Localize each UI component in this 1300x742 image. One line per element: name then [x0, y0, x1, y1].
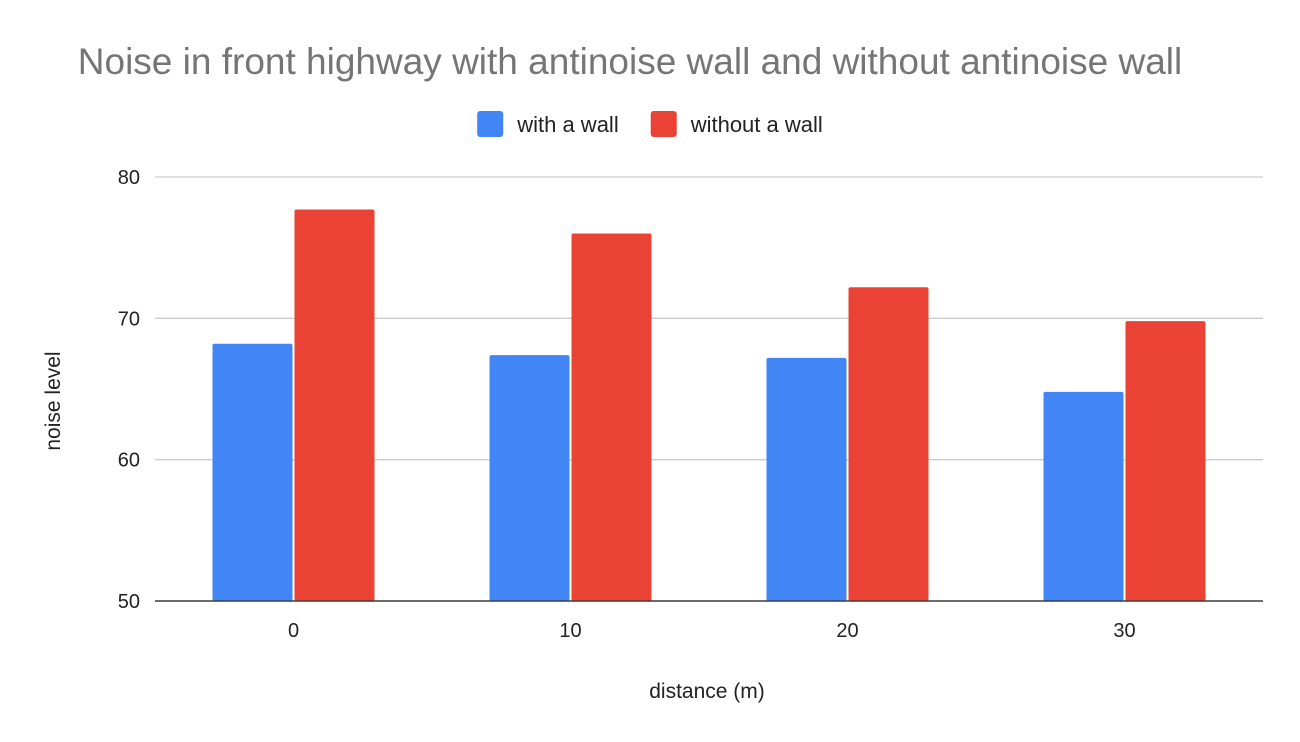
bar-with-a-wall-20	[766, 357, 847, 601]
bar-with-a-wall-0	[212, 343, 293, 601]
y-axis-ticks: 50 60 70 80	[118, 167, 140, 613]
bar-without-a-wall-20	[848, 287, 929, 601]
bar-without-a-wall-10	[571, 233, 652, 602]
legend-swatch-with-a-wall	[477, 111, 504, 137]
legend-label: without a wall	[690, 112, 823, 137]
y-tick-label: 60	[118, 450, 140, 472]
bar-with-a-wall-10	[489, 355, 570, 601]
bar-without-a-wall-30	[1125, 321, 1206, 601]
legend-swatch-without-a-wall	[650, 111, 677, 137]
bars	[155, 209, 1263, 602]
x-tick-label: 30	[1113, 620, 1135, 642]
legend-label: with a wall	[516, 112, 618, 137]
y-tick-label: 50	[118, 591, 140, 613]
y-axis-label: noise level	[42, 351, 65, 450]
x-tick-label: 10	[559, 620, 581, 642]
bar-with-a-wall-30	[1043, 391, 1124, 601]
y-tick-label: 70	[118, 308, 140, 330]
x-tick-label: 20	[836, 620, 858, 642]
x-axis-ticks: 0 10 20 30	[288, 620, 1136, 642]
y-tick-label: 80	[118, 167, 140, 189]
chart-title: Noise in front highway with antinoise wa…	[78, 41, 1182, 82]
x-axis-label: distance (m)	[649, 680, 765, 703]
bar-without-a-wall-0	[294, 209, 375, 602]
legend: with a wall without a wall	[477, 111, 823, 137]
x-tick-label: 0	[288, 620, 299, 642]
